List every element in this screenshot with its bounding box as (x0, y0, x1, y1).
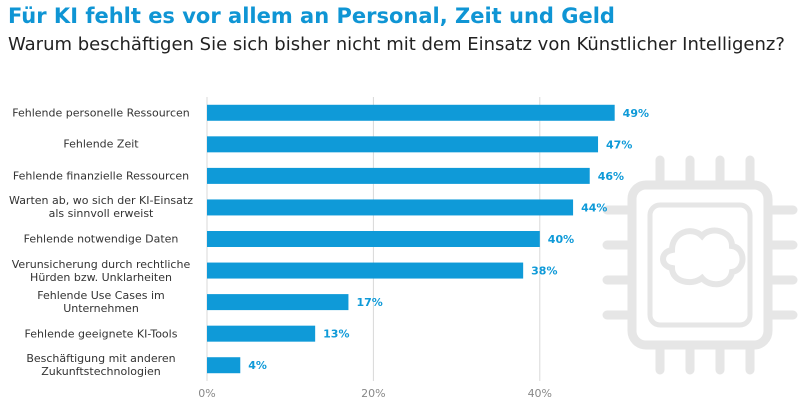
bar (207, 231, 540, 247)
chart-title: Für KI fehlt es vor allem an Personal, Z… (8, 4, 615, 28)
bar (207, 104, 615, 121)
bar (207, 262, 524, 279)
value-label: 17% (356, 296, 382, 309)
y-tick-label: Fehlende Use Cases im Unternehmen (37, 289, 165, 316)
y-tick-label: Fehlende Zeit (63, 137, 139, 151)
value-label: 13% (323, 328, 349, 341)
bar (207, 294, 349, 311)
y-tick-label: Fehlende geeignete KI-Tools (24, 327, 178, 341)
y-tick-label: Fehlende notwendige Daten (23, 232, 179, 246)
bar (207, 136, 599, 153)
value-label: 47% (606, 138, 632, 151)
x-tick-label: 20% (361, 387, 385, 400)
bar (207, 167, 590, 184)
y-tick-label: Fehlende finanzielle Ressourcen (12, 169, 190, 183)
bar (207, 357, 241, 374)
chart-subtitle: Warum beschäftigen Sie sich bisher nicht… (8, 34, 785, 55)
bar (207, 325, 316, 342)
chip-icon (602, 155, 798, 375)
x-tick-label: 40% (528, 387, 552, 400)
value-label: 46% (598, 170, 624, 183)
value-label: 40% (548, 233, 574, 246)
value-label: 44% (581, 201, 607, 214)
value-label: 49% (623, 107, 649, 120)
x-tick-label: 0% (198, 387, 215, 400)
y-tick-label: Warten ab, wo sich der KI-Einsatz als si… (9, 194, 193, 221)
y-tick-label: Fehlende personelle Ressourcen (12, 106, 190, 120)
value-label: 4% (248, 359, 267, 372)
y-tick-label: Beschäftigung mit anderen Zukunftstechno… (26, 352, 176, 379)
y-tick-label: Verunsicherung durch rechtliche Hürden b… (11, 257, 191, 284)
bar (207, 199, 574, 216)
value-label: 38% (531, 265, 557, 278)
